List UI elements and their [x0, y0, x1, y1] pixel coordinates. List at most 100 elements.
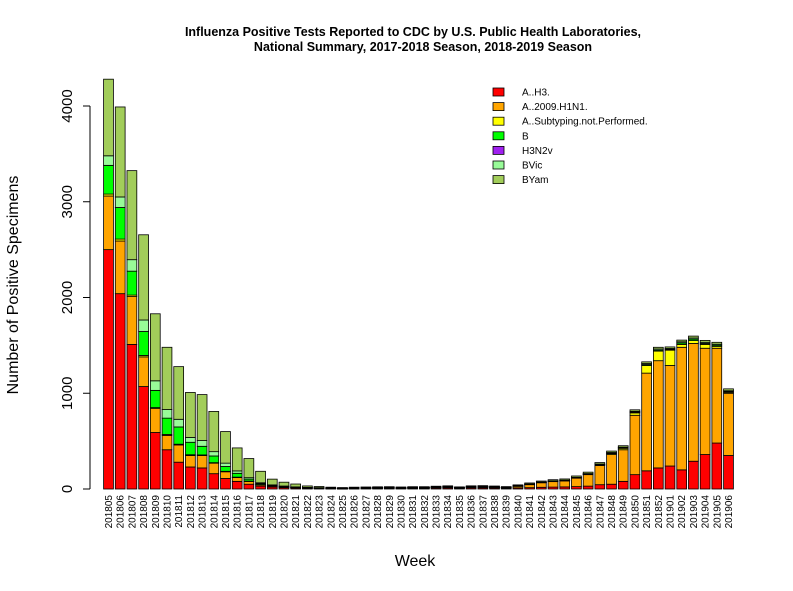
x-tick-label-201837: 201837 — [478, 495, 489, 529]
bar-segment-201850-s6 — [629, 409, 641, 412]
x-tick-label-201808: 201808 — [139, 495, 150, 529]
x-tick-label-201843: 201843 — [549, 495, 560, 529]
bar-segment-201906-s1 — [723, 392, 734, 456]
bar-segment-201806-s0 — [114, 293, 126, 490]
legend-swatch-4 — [492, 145, 505, 155]
bar-segment-201822-s6 — [302, 485, 313, 488]
bar-segment-201813-s6 — [196, 394, 208, 441]
bar-segment-201904-s1 — [699, 347, 711, 455]
x-tick-label-201810: 201810 — [162, 495, 173, 529]
bar-segment-201840-s6 — [512, 484, 524, 487]
x-tick-label-201809: 201809 — [151, 495, 162, 529]
bar-segment-201807-s3 — [126, 270, 138, 296]
bar-segment-201807-s0 — [126, 344, 138, 490]
bar-segment-201815-s1 — [220, 471, 231, 479]
bar-segment-201808-s0 — [138, 386, 149, 490]
x-tick-label-201831: 201831 — [408, 495, 419, 529]
bar-segment-201813-s5 — [196, 440, 208, 447]
x-tick-label-201816: 201816 — [233, 495, 244, 529]
bar-segment-201816-s6 — [231, 447, 243, 472]
bar-segment-201819-s6 — [266, 478, 278, 486]
bar-segment-201805-s1 — [103, 195, 114, 251]
x-tick-label-201905: 201905 — [712, 495, 723, 529]
bar-segment-201851-s0 — [641, 470, 652, 490]
bar-segment-201846-s0 — [582, 485, 594, 490]
y-tick-label-3000: 3000 — [59, 185, 76, 218]
bar-segment-201845-s6 — [571, 475, 582, 478]
bar-segment-201833-s6 — [430, 485, 442, 488]
bar-segment-201807-s6 — [126, 170, 138, 261]
bar-segment-201905-s1 — [711, 347, 723, 444]
y-tick-label-1000: 1000 — [59, 377, 76, 410]
x-tick-label-201805: 201805 — [104, 495, 115, 529]
bar-segment-201847-s6 — [594, 462, 606, 465]
x-tick-label-201815: 201815 — [221, 495, 232, 529]
bar-segment-201812-s1 — [185, 455, 196, 468]
bar-segment-201815-s6 — [220, 431, 231, 464]
x-tick-label-201841: 201841 — [525, 495, 536, 529]
bar-segment-201816-s1 — [231, 477, 243, 482]
bar-segment-201905-s6 — [711, 341, 723, 345]
bar-segment-201906-s6 — [723, 388, 734, 392]
legend-swatch-5 — [492, 160, 505, 170]
legend-label-4: H3N2v — [522, 146, 553, 157]
bar-segment-201849-s1 — [617, 449, 629, 482]
bar-segment-201844-s6 — [559, 478, 571, 481]
bar-segment-201848-s0 — [606, 483, 617, 490]
bar-segment-201812-s3 — [185, 441, 196, 456]
bar-segment-201842-s1 — [536, 482, 547, 488]
x-tick-label-201824: 201824 — [326, 495, 337, 529]
bar-segment-201815-s5 — [220, 462, 231, 467]
bar-segment-201850-s1 — [629, 414, 641, 476]
x-tick-label-201835: 201835 — [455, 495, 466, 529]
bar-segment-201814-s0 — [208, 473, 220, 490]
bar-segment-201850-s0 — [629, 474, 641, 490]
bar-segment-201852-s2 — [653, 350, 664, 362]
bar-segment-201810-s3 — [161, 417, 173, 435]
bar-segment-201847-s1 — [594, 465, 606, 486]
bar-segment-201808-s3 — [138, 331, 149, 356]
x-tick-label-201842: 201842 — [537, 495, 548, 529]
bar-segment-201808-s1 — [138, 356, 149, 387]
bar-segment-201903-s1 — [688, 343, 699, 462]
bar-segment-201810-s1 — [161, 434, 173, 451]
bar-segment-201901-s0 — [664, 465, 676, 490]
bar-segment-201849-s0 — [617, 480, 629, 490]
y-tick-label-4000: 4000 — [59, 89, 76, 122]
bar-segment-201810-s6 — [161, 346, 173, 410]
legend-label-5: BVic — [522, 161, 542, 172]
x-tick-label-201844: 201844 — [560, 495, 571, 529]
bar-segment-201823-s6 — [313, 486, 325, 489]
bar-segment-201810-s0 — [161, 449, 173, 490]
x-tick-label-201827: 201827 — [361, 495, 372, 529]
bar-segment-201851-s2 — [641, 365, 652, 374]
bar-segment-201815-s3 — [220, 466, 231, 472]
x-tick-label-201849: 201849 — [619, 495, 630, 529]
bar-segment-201906-s0 — [723, 455, 734, 490]
bar-segment-201812-s0 — [185, 466, 196, 490]
bar-segment-201832-s6 — [419, 486, 430, 488]
x-tick-label-201818: 201818 — [256, 495, 267, 529]
bar-segment-201903-s6 — [688, 335, 699, 339]
legend-label-2: A..Subtyping.not.Performed. — [522, 117, 648, 128]
bar-segment-201903-s0 — [688, 460, 699, 490]
bar-segment-201844-s1 — [559, 480, 571, 488]
bar-segment-201812-s6 — [185, 392, 196, 438]
bar-segment-201834-s6 — [442, 485, 454, 488]
bar-segment-201811-s0 — [173, 461, 185, 490]
x-tick-label-201839: 201839 — [502, 495, 513, 529]
bar-segment-201809-s0 — [149, 432, 161, 490]
x-tick-label-201833: 201833 — [432, 495, 443, 529]
y-axis-label: Number of Positive Specimens — [5, 176, 22, 395]
legend: A..H3. A..2009.H1N1. A..Subtyping.not.Perf… — [492, 88, 648, 186]
legend-label-0: A..H3. — [522, 88, 550, 99]
bar-segment-201817-s0 — [243, 483, 255, 490]
x-tick-labels: 201805 201806 201807 201808 201809 201810 2018… — [104, 495, 735, 529]
x-tick-label-201822: 201822 — [303, 495, 314, 529]
x-tick-label-201902: 201902 — [677, 495, 688, 529]
bar-segment-201805-s5 — [103, 155, 114, 166]
bar-segment-201818-s6 — [255, 470, 266, 484]
chart-title-line1: Influenza Positive Tests Reported to CDC… — [185, 25, 641, 39]
bar-segment-201901-s2 — [664, 349, 676, 366]
